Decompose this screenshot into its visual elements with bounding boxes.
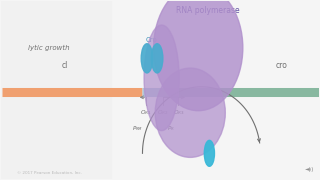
- Text: RNA polymerase: RNA polymerase: [176, 6, 240, 15]
- Text: cI: cI: [61, 61, 68, 70]
- Text: $O_{R1}$: $O_{R1}$: [140, 108, 151, 117]
- Circle shape: [151, 44, 163, 73]
- Circle shape: [141, 44, 153, 73]
- Circle shape: [204, 140, 214, 166]
- Text: $O_{R3}$: $O_{R3}$: [172, 108, 184, 117]
- Text: ◄)): ◄)): [305, 167, 315, 172]
- Text: $P_{R}$: $P_{R}$: [167, 125, 175, 133]
- Ellipse shape: [144, 25, 179, 131]
- Text: $P_{RM}$: $P_{RM}$: [132, 125, 143, 133]
- Text: Cro: Cro: [145, 37, 157, 43]
- Text: cro: cro: [275, 61, 287, 70]
- FancyBboxPatch shape: [1, 1, 112, 179]
- Ellipse shape: [155, 68, 225, 157]
- Ellipse shape: [154, 0, 243, 111]
- Text: lytic growth: lytic growth: [28, 45, 69, 51]
- Text: © 2017 Pearson Education, Inc.: © 2017 Pearson Education, Inc.: [17, 171, 82, 175]
- Text: $O_{R2}$: $O_{R2}$: [157, 108, 168, 117]
